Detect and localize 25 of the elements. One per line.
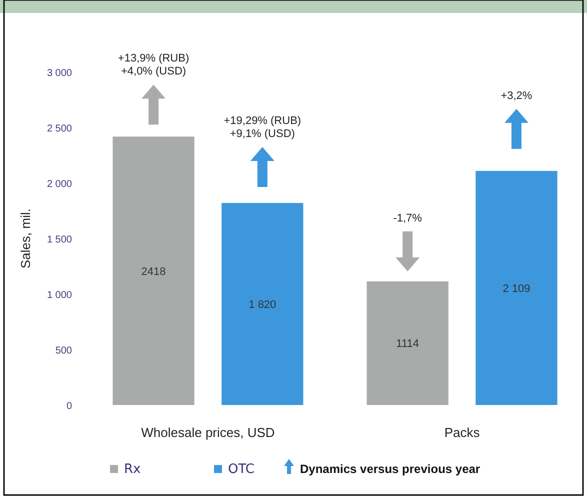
legend-label: OTC <box>228 462 254 477</box>
y-tick-label: 0 <box>66 401 72 412</box>
bar <box>222 202 304 405</box>
data-label: 2418 <box>141 266 166 278</box>
y-tick-label: 2 500 <box>46 124 72 134</box>
data-label: 1114 <box>396 338 420 350</box>
y-tick-label: 1 500 <box>46 234 72 246</box>
x-tick-label: Packs <box>444 425 480 440</box>
bar <box>112 136 194 405</box>
x-tick-label: Wholesale prices, USD <box>141 425 275 440</box>
data-label: 1 820 <box>248 298 276 311</box>
y-tick-label: 500 <box>55 346 72 356</box>
data-label: 2 109 <box>502 282 530 295</box>
annotation: +13,9% (RUB) +4,0% (USD) <box>118 52 190 78</box>
y-tick-label: 3 000 <box>46 68 72 79</box>
bar <box>366 281 448 405</box>
annotation: +19,29% (RUB) +9,1% (USD) <box>224 114 302 140</box>
legend-label: Rx <box>124 462 142 477</box>
y-tick-label: 2 000 <box>46 179 72 190</box>
y-tick-label: 1 000 <box>46 290 72 301</box>
annotation: -1,7% <box>393 212 422 224</box>
y-axis-title: Sales, mil. <box>18 208 33 268</box>
bar <box>476 170 558 405</box>
text: Dynamics versus previous year <box>300 462 480 476</box>
annotation: +3,2% <box>500 90 532 102</box>
